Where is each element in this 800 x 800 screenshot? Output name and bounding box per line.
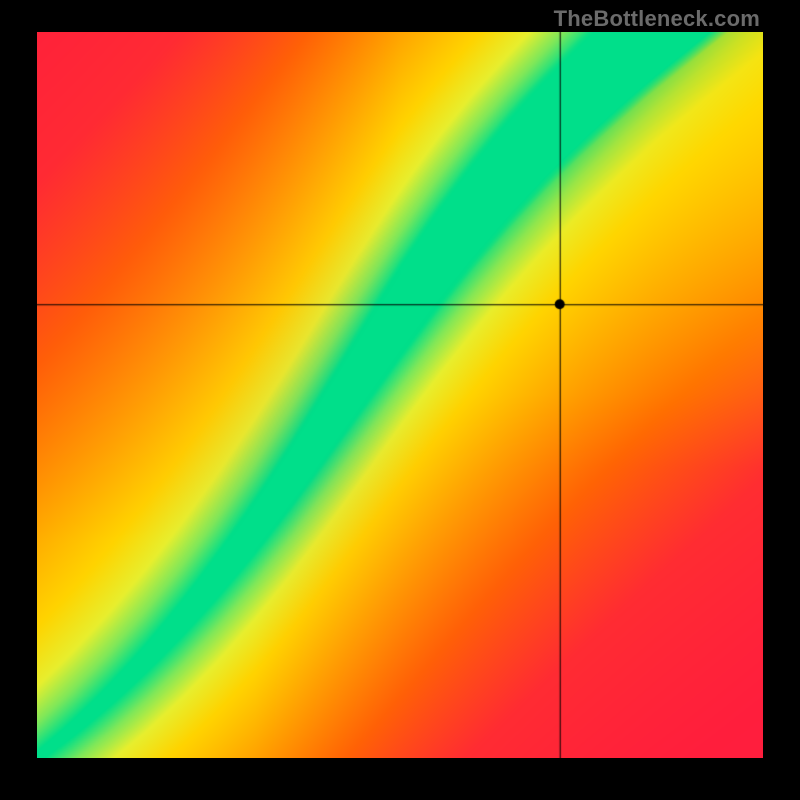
chart-container: TheBottleneck.com xyxy=(0,0,800,800)
heatmap-canvas xyxy=(37,32,763,758)
plot-area xyxy=(37,32,763,758)
watermark-text: TheBottleneck.com xyxy=(554,6,760,32)
